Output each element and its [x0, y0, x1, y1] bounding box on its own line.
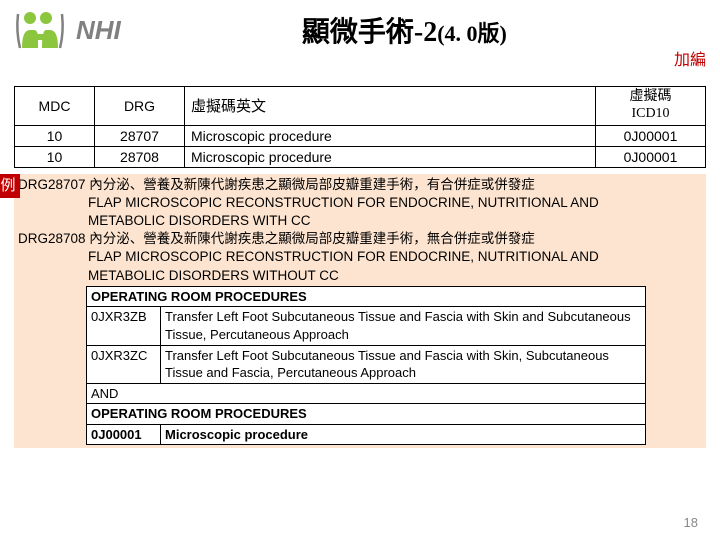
- people-icon: [12, 8, 68, 52]
- th-icd-l2: ICD10: [631, 106, 669, 121]
- add-tag: 加編: [674, 46, 706, 70]
- cell-drg: 28707: [95, 125, 185, 146]
- example-line: DRG28708 內分泌、營養及新陳代謝疾患之顯微局部皮瓣重建手術，無合併症或併…: [18, 230, 702, 248]
- inner-text: Microscopic procedure: [161, 424, 646, 445]
- example-area: 例 DRG28707 內分泌、營養及新陳代謝疾患之顯微局部皮瓣重建手術，有合併症…: [14, 174, 706, 449]
- example-badge: 例: [0, 174, 20, 198]
- inner-table: OPERATING ROOM PROCEDURES 0JXR3ZB Transf…: [86, 286, 646, 445]
- inner-header: OPERATING ROOM PROCEDURES: [87, 404, 646, 425]
- inner-text: Transfer Left Foot Subcutaneous Tissue a…: [161, 345, 646, 383]
- cell-mdc: 10: [15, 125, 95, 146]
- cell-icd: 0J00001: [596, 146, 706, 167]
- example-line: DRG28707 內分泌、營養及新陳代謝疾患之顯微局部皮瓣重建手術，有合併症或併…: [18, 176, 702, 194]
- cell-icd: 0J00001: [596, 125, 706, 146]
- code-table: MDC DRG 虛擬碼英文 虛擬碼 ICD10 10 28707 Microsc…: [14, 86, 706, 168]
- example-line: METABOLIC DISORDERS WITH CC: [18, 212, 702, 230]
- inner-code: 0J00001: [87, 424, 161, 445]
- table-row: 10 28707 Microscopic procedure 0J00001: [15, 125, 706, 146]
- inner-code: 0JXR3ZB: [87, 307, 161, 345]
- cell-mdc: 10: [15, 146, 95, 167]
- cell-en: Microscopic procedure: [185, 146, 596, 167]
- inner-header: OPERATING ROOM PROCEDURES: [87, 286, 646, 307]
- title-main: 顯微手術-2: [302, 17, 437, 48]
- page-title: 顯微手術-2(4. 0版): [101, 10, 708, 50]
- example-line: METABOLIC DISORDERS WITHOUT CC: [18, 267, 702, 285]
- cell-drg: 28708: [95, 146, 185, 167]
- th-icd: 虛擬碼 ICD10: [596, 87, 706, 126]
- example-block: DRG28707 內分泌、營養及新陳代謝疾患之顯微局部皮瓣重建手術，有合併症或併…: [14, 174, 706, 449]
- th-icd-l1: 虛擬碼: [630, 89, 672, 104]
- inner-text: Transfer Left Foot Subcutaneous Tissue a…: [161, 307, 646, 345]
- table-row: 10 28708 Microscopic procedure 0J00001: [15, 146, 706, 167]
- th-en: 虛擬碼英文: [185, 87, 596, 126]
- inner-and: AND: [87, 383, 646, 404]
- example-line: FLAP MICROSCOPIC RECONSTRUCTION FOR ENDO…: [18, 248, 702, 266]
- title-version: (4. 0版): [437, 21, 507, 46]
- inner-code: 0JXR3ZC: [87, 345, 161, 383]
- example-line: FLAP MICROSCOPIC RECONSTRUCTION FOR ENDO…: [18, 194, 702, 212]
- th-mdc: MDC: [15, 87, 95, 126]
- th-drg: DRG: [95, 87, 185, 126]
- page-number: 18: [684, 515, 698, 530]
- header: NHI 顯微手術-2(4. 0版) 加編: [0, 0, 720, 56]
- cell-en: Microscopic procedure: [185, 125, 596, 146]
